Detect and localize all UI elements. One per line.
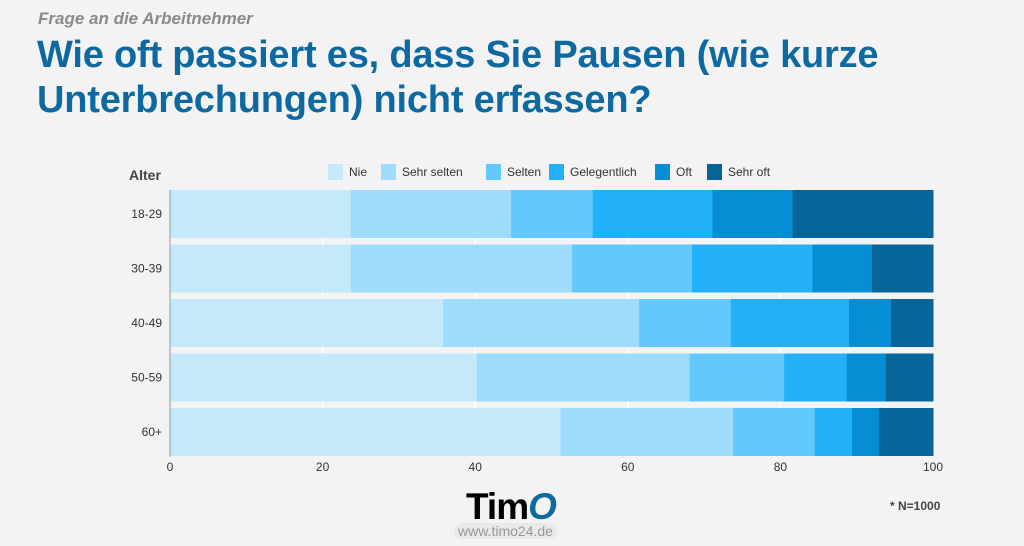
bar-segment — [891, 299, 934, 347]
logo: TimO — [466, 486, 557, 528]
logo-accent: O — [528, 486, 557, 527]
bar-segment — [878, 408, 934, 456]
subtitle: Frage an die Arbeitnehmer — [38, 9, 253, 28]
bar-segment — [871, 244, 934, 293]
legend-item: Oft — [655, 164, 692, 180]
bar-segment — [689, 353, 785, 402]
bar-segment — [572, 244, 693, 293]
legend-item: Sehr selten — [381, 164, 463, 180]
y-tick-label: 30-39 — [131, 262, 162, 276]
bar-segment — [170, 299, 444, 347]
x-tick-label: 40 — [469, 460, 483, 474]
bar-segment — [443, 299, 640, 347]
x-tick-label: 60 — [621, 460, 635, 474]
bar-segment — [792, 190, 934, 238]
bar-segment — [350, 244, 573, 293]
legend-label: Gelegentlich — [570, 165, 637, 179]
legend-item: Selten — [486, 164, 541, 180]
bar-segment — [812, 244, 873, 293]
x-tick-label: 0 — [167, 460, 174, 474]
bar-segment — [784, 353, 848, 402]
logo-text: Tim — [466, 486, 529, 527]
legend-label: Sehr selten — [402, 165, 463, 179]
bar-segment — [691, 244, 813, 293]
bar-segment — [350, 190, 512, 238]
bar-segment — [170, 353, 478, 402]
legend-item: Sehr oft — [707, 164, 770, 180]
bar-segment — [639, 299, 732, 347]
website-url: www.timo24.de — [454, 523, 557, 539]
bar-segment — [846, 353, 887, 402]
legend-label: Nie — [349, 165, 368, 179]
legend-item: Gelegentlich — [549, 164, 637, 180]
y-tick-label: 40-49 — [131, 316, 162, 330]
legend-label: Sehr oft — [728, 165, 771, 179]
bar-segment — [849, 299, 892, 347]
page-title: Wie oft passiert es, dass Sie Pausen (wi… — [37, 34, 879, 121]
bar-segment — [730, 299, 850, 347]
bar-segment — [170, 408, 562, 456]
y-tick-label: 60+ — [142, 425, 162, 439]
legend-swatch — [655, 164, 670, 180]
y-tick-label: 18-29 — [131, 207, 162, 221]
legend-swatch — [328, 164, 343, 180]
legend-swatch — [486, 164, 501, 180]
bar-segment — [852, 408, 880, 456]
bar-segment — [170, 190, 352, 238]
bar-segment — [560, 408, 734, 456]
x-tick-label: 80 — [774, 460, 788, 474]
bar-segment — [885, 353, 934, 402]
bar-segment — [592, 190, 713, 238]
legend-item: Nie — [328, 164, 367, 180]
legend-swatch — [549, 164, 564, 180]
legend-label: Oft — [676, 165, 693, 179]
legend-label: Selten — [507, 165, 542, 179]
x-tick-label: 20 — [316, 460, 330, 474]
sample-size-note: * N=1000 — [890, 499, 941, 513]
bar-segment — [733, 408, 816, 456]
bar-segment — [814, 408, 853, 456]
legend-swatch — [707, 164, 722, 180]
y-axis-label: Alter — [129, 167, 161, 183]
x-tick-label: 100 — [923, 460, 943, 474]
bar-segment — [712, 190, 794, 238]
y-tick-label: 50-59 — [131, 371, 162, 385]
bar-segment — [476, 353, 691, 402]
legend-swatch — [381, 164, 396, 180]
bar-segment — [170, 244, 352, 293]
bar-segment — [511, 190, 594, 238]
